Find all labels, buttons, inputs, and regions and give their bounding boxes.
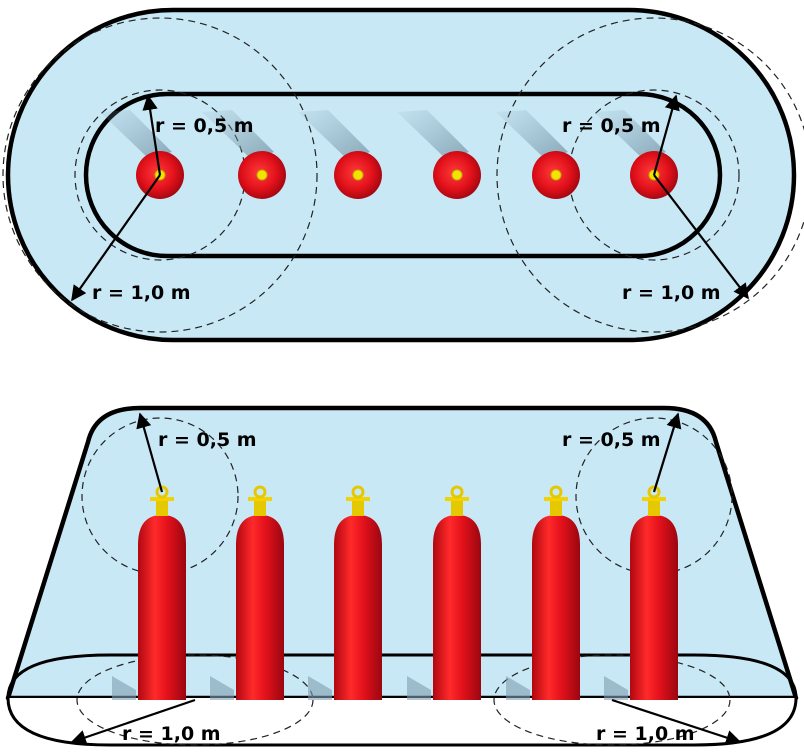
inner-radius-arrow-right-top — [652, 94, 680, 176]
label-outer-radius-left-side: r = 1,0 m — [122, 723, 221, 745]
label-outer-radius-right-side: r = 1,0 m — [596, 723, 695, 745]
cylinder-side — [407, 485, 481, 700]
label-inner-radius-left-side: r = 0,5 m — [158, 429, 257, 451]
inner-radius-arrow-left-top — [142, 94, 162, 176]
side-view: r = 0,5 m r = 0,5 m r = 1,0 m r = 1,0 m — [5, 405, 799, 747]
inner-radius-arrow-right-side — [652, 412, 682, 493]
outer-radius-circle-left-top — [2, 17, 318, 333]
label-inner-radius-left-top: r = 0,5 m — [155, 115, 254, 137]
label-inner-radius-right-top: r = 0,5 m — [562, 115, 661, 137]
cylinder-top — [202, 110, 286, 199]
cylinder-side — [506, 485, 580, 700]
cylinders-side — [112, 485, 678, 700]
outer-radius-arrow-right-side — [611, 698, 742, 745]
cylinder-top — [496, 110, 580, 199]
base-ellipse-front — [8, 698, 796, 745]
outer-radius-arrow-left-side — [70, 698, 196, 745]
cylinder-side — [604, 485, 678, 700]
cylinder-top — [298, 110, 382, 199]
cylinder-side — [210, 485, 284, 700]
outer-zone-side — [5, 405, 799, 701]
inner-radius-arrow-left-side — [136, 412, 164, 493]
outer-radius-circle-right-top — [496, 17, 804, 333]
cylinder-side — [112, 485, 186, 700]
label-inner-radius-right-side: r = 0,5 m — [562, 429, 661, 451]
outer-radius-arrow-left-top — [71, 174, 161, 302]
cylinder-top — [397, 110, 481, 199]
top-view: r = 0,5 m r = 0,5 m r = 1,0 m r = 1,0 m — [2, 7, 804, 343]
outer-radius-arrow-right-top — [653, 174, 749, 300]
label-outer-radius-left-top: r = 1,0 m — [92, 282, 191, 304]
outer-radius-ellipse-right-side — [493, 654, 731, 746]
cylinder-side — [308, 485, 382, 700]
inner-zone-top — [83, 91, 723, 259]
label-outer-radius-right-top: r = 1,0 m — [622, 282, 721, 304]
base-ellipse-outline — [6, 653, 798, 747]
